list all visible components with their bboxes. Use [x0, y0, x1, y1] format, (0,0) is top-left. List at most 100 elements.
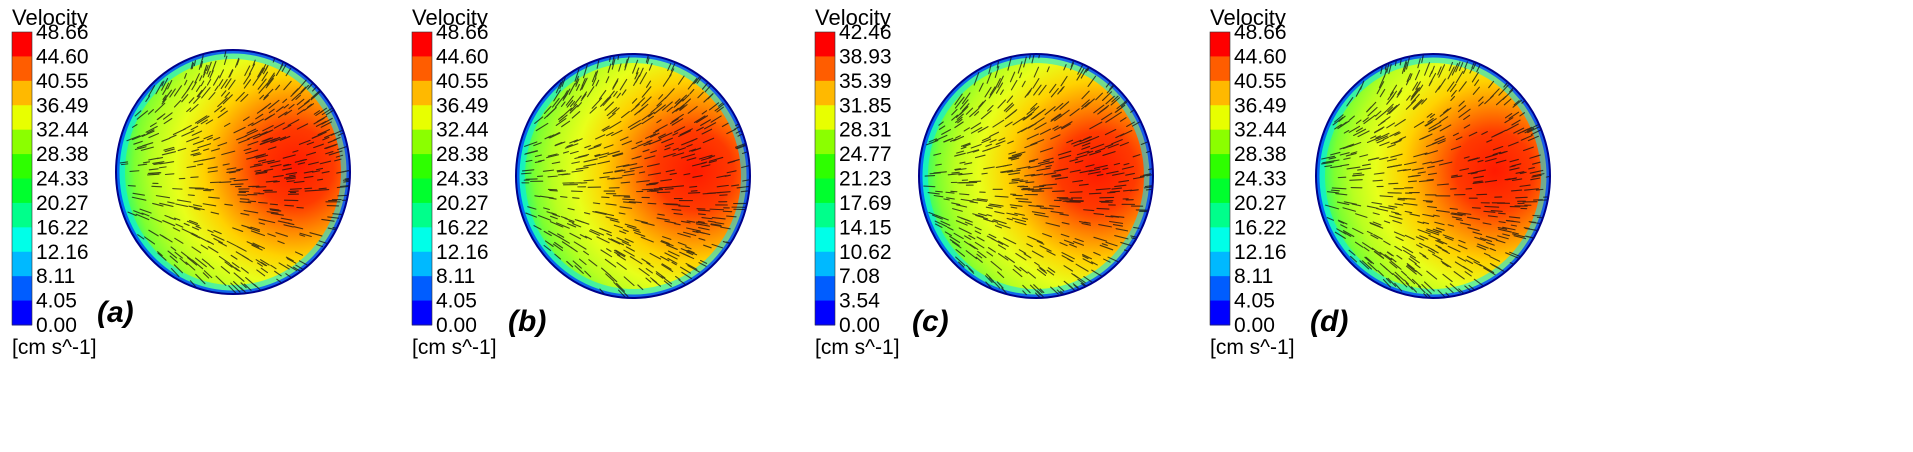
colorbar-tick-label: 24.33 [1234, 168, 1287, 191]
panel-b: Velocity48.6644.6040.5536.4932.4428.3824… [411, 5, 751, 359]
colorbar-segment [12, 32, 32, 57]
velocity-contour-disk [515, 53, 751, 299]
colorbar-tick-label: 38.93 [839, 45, 892, 68]
colorbar-segment [815, 300, 835, 326]
colorbar-segment [815, 80, 835, 106]
colorbar-title: Velocity [412, 5, 488, 30]
colorbar-tick-label: 48.66 [1234, 21, 1287, 44]
colorbar-tick-label: 20.27 [36, 192, 89, 215]
colorbar-segment [412, 56, 432, 82]
colorbar-segment [412, 276, 432, 302]
colorbar-segment [412, 300, 432, 326]
colorbar-segment [412, 105, 432, 131]
colorbar-segment [1210, 129, 1230, 155]
colorbar-tick-label: 32.44 [1234, 119, 1287, 142]
colorbar-tick-label: 36.49 [1234, 94, 1287, 117]
colorbar-tick-label: 48.66 [36, 21, 89, 44]
colorbar-segment [412, 202, 432, 228]
colorbar-tick-label: 44.60 [436, 45, 489, 68]
velocity-vectors [521, 54, 750, 298]
colorbar-tick-label: 20.27 [1234, 192, 1287, 215]
colorbar-units: [cm s^-1] [412, 336, 497, 359]
colorbar-tick-label: 21.23 [839, 168, 892, 191]
colorbar-segment [1210, 178, 1230, 204]
colorbar-segment [1210, 276, 1230, 302]
colorbar-tick-label: 28.38 [36, 143, 89, 166]
colorbar-tick-label: 31.85 [839, 94, 892, 117]
colorbar-tick-label: 10.62 [839, 241, 892, 264]
colorbar-segment [412, 80, 432, 106]
colorbar-segment [12, 178, 32, 204]
colorbar-segment [815, 56, 835, 82]
colorbar-segment [815, 276, 835, 302]
colorbar-tick-label: 24.33 [436, 168, 489, 191]
colorbar-tick-label: 24.77 [839, 143, 892, 166]
colorbar-tick-label: 40.55 [436, 70, 489, 93]
colorbar-units: [cm s^-1] [1210, 336, 1295, 359]
colorbar-tick-label: 12.16 [436, 241, 489, 264]
colorbar-units: [cm s^-1] [815, 336, 900, 359]
colorbar-segment [1210, 202, 1230, 228]
colorbar-tick-label: 4.05 [1234, 290, 1275, 313]
colorbar-tick-label: 0.00 [36, 314, 77, 337]
colorbar-segment [412, 129, 432, 155]
colorbar-tick-label: 14.15 [839, 216, 892, 239]
colorbar-segment [412, 178, 432, 204]
colorbar-segment [12, 56, 32, 82]
colorbar-tick-label: 28.38 [436, 143, 489, 166]
panel-label: (b) [508, 305, 546, 338]
colorbar-tick-label: 44.60 [36, 45, 89, 68]
colorbar-tick-label: 0.00 [1234, 314, 1275, 337]
colorbar-tick-label: 20.27 [436, 192, 489, 215]
colorbar-segment [12, 300, 32, 326]
colorbar-segment [1210, 300, 1230, 326]
colorbar-segment [1210, 56, 1230, 82]
colorbar-segment [1210, 154, 1230, 179]
colorbar-segment [12, 129, 32, 155]
colorbar-tick-label: 35.39 [839, 70, 892, 93]
colorbar-segment [412, 154, 432, 179]
colorbar-tick-label: 0.00 [436, 314, 477, 337]
colorbar-tick-label: 36.49 [436, 94, 489, 117]
colorbar-tick-label: 8.11 [1234, 265, 1273, 288]
colorbar-tick-label: 28.31 [839, 119, 892, 142]
colorbar-segment [412, 251, 432, 277]
colorbar [11, 31, 33, 326]
colorbar-segment [12, 154, 32, 179]
panel-label: (d) [1310, 305, 1348, 338]
colorbar-tick-label: 42.46 [839, 21, 892, 44]
disk-outline [918, 53, 1154, 299]
disk-outline [1315, 53, 1551, 299]
colorbar [1209, 31, 1231, 326]
colorbar-segment [1210, 80, 1230, 106]
panel-c: Velocity42.4638.9335.3931.8528.3124.7721… [814, 5, 1154, 359]
colorbar-segment [815, 129, 835, 155]
colorbar-tick-label: 12.16 [36, 241, 89, 264]
colorbar-segment [12, 276, 32, 302]
colorbar-title: Velocity [12, 5, 88, 30]
colorbar-segment [815, 178, 835, 204]
colorbar-tick-label: 4.05 [436, 290, 477, 313]
colorbar-segment [412, 32, 432, 57]
colorbar-segment [815, 251, 835, 277]
colorbar-tick-label: 17.69 [839, 192, 892, 215]
velocity-vectors [923, 54, 1153, 298]
panel-label: (a) [97, 296, 134, 329]
colorbar-tick-label: 8.11 [36, 265, 75, 288]
colorbar-segment [815, 154, 835, 179]
colorbar-tick-label: 36.49 [36, 94, 89, 117]
colorbar-tick-label: 40.55 [1234, 70, 1287, 93]
colorbar-frame [814, 31, 836, 326]
velocity-contour-disk [115, 49, 351, 295]
colorbar-tick-label: 32.44 [436, 119, 489, 142]
colorbar-tick-label: 28.38 [1234, 143, 1287, 166]
colorbar-tick-label: 3.54 [839, 290, 880, 313]
colorbar-segment [1210, 227, 1230, 253]
panel-a: Velocity48.6644.6040.5536.4932.4428.3824… [11, 5, 351, 359]
colorbar-segment [12, 251, 32, 277]
colorbar-frame [411, 31, 433, 326]
panel-d: Velocity48.6644.6040.5536.4932.4428.3824… [1209, 5, 1551, 359]
colorbar-segment [12, 202, 32, 228]
colorbar-segment [1210, 32, 1230, 57]
colorbar-title: Velocity [815, 5, 891, 30]
